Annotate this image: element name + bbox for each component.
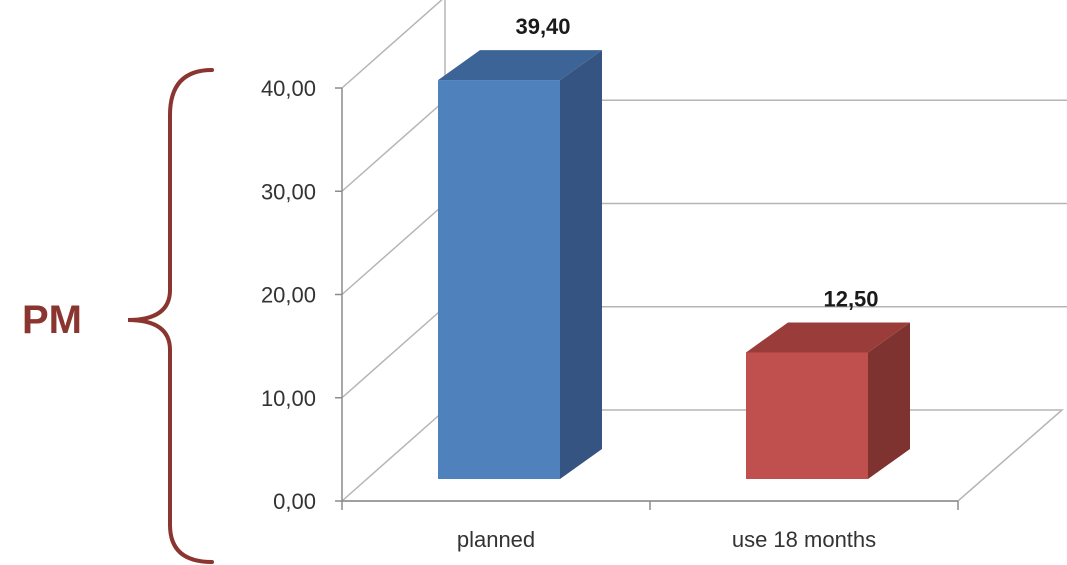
- data-label-0: 39,40: [515, 14, 570, 39]
- chart-bars: [438, 50, 910, 479]
- y-tick-label: 30,00: [261, 179, 316, 204]
- data-label-1: 12,50: [823, 286, 878, 311]
- y-tick-label: 10,00: [261, 386, 316, 411]
- brace-icon: [128, 70, 212, 562]
- y-tick-label: 40,00: [261, 76, 316, 101]
- pm-bracket: [128, 70, 212, 562]
- bar-0: [438, 80, 560, 479]
- gridline-side: [342, 0, 445, 88]
- bar-side-0: [560, 50, 602, 479]
- y-tick-label: 20,00: [261, 283, 316, 308]
- gridline-side: [342, 307, 445, 398]
- gridline-side: [342, 100, 445, 191]
- side-label-pm: PM: [22, 298, 82, 343]
- y-tick-label: 0,00: [273, 489, 316, 514]
- bar-1: [746, 352, 868, 479]
- x-tick-label-0: planned: [457, 527, 535, 552]
- gridline-side: [342, 204, 445, 295]
- x-tick-label-1: use 18 months: [732, 527, 876, 552]
